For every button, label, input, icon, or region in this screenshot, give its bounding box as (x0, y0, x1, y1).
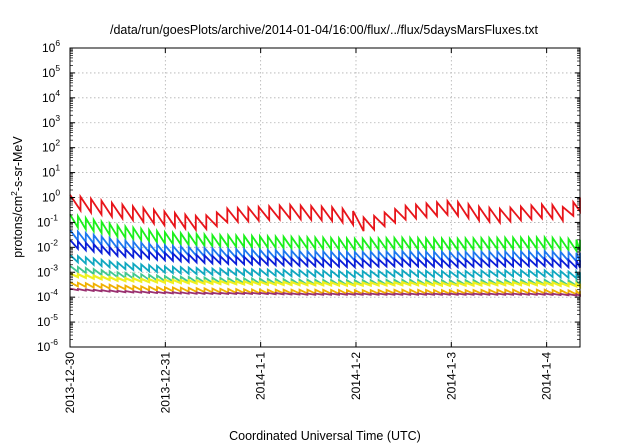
y-tick-label: 100 (42, 188, 60, 205)
y-axis-label: protons/cm2-s-sr-MeV (9, 136, 25, 258)
x-axis-label: Coordinated Universal Time (UTC) (229, 429, 421, 443)
x-axis: 2013-12-30 2013-12-31 2014-1-1 2014-1-2 2014… (63, 48, 554, 413)
x-tick-label: 2014-1-4 (540, 352, 554, 400)
y-tick-label: 10-2 (37, 237, 58, 254)
y-axis-label-sup: 2 (9, 191, 19, 196)
series-line-1 (69, 193, 581, 233)
y-tick-label: 10-4 (37, 287, 58, 304)
y-tick-label: 101 (42, 163, 60, 180)
y-tick-label: 10-6 (37, 337, 58, 354)
y-axis-label-base: protons/cm (11, 196, 25, 258)
series-line-4 (69, 238, 581, 270)
x-tick-label: 2013-12-31 (158, 352, 172, 414)
y-tick-label: 104 (42, 88, 60, 105)
x-tick-label: 2014-1-1 (254, 352, 268, 400)
y-tick-label: 10-1 (37, 212, 58, 229)
y-axis-label-rest: -s-sr-MeV (11, 136, 25, 192)
x-tick-label: 2014-1-2 (349, 352, 363, 400)
y-tick-label: 105 (42, 63, 60, 80)
y-tick-label: 103 (42, 113, 60, 130)
y-tick-label: 102 (42, 138, 60, 155)
chart-title: /data/run/goesPlots/archive/2014-01-04/1… (110, 23, 539, 37)
y-tick-label: 10-5 (37, 312, 58, 329)
x-tick-label: 2014-1-3 (444, 352, 458, 400)
y-tick-label: 10-3 (37, 262, 58, 279)
series-group (69, 193, 582, 297)
series-line-5 (69, 254, 581, 282)
y-axis: 10-6 10-5 10-4 10-3 10-2 10-1 100 101 102 103 104 1… (37, 38, 580, 354)
series-line-7 (69, 272, 582, 289)
grid (70, 48, 580, 347)
y-tick-label: 106 (42, 38, 60, 55)
x-tick-label: 2013-12-30 (63, 352, 77, 414)
series-line-2 (69, 212, 581, 254)
series-line-9 (69, 287, 581, 297)
